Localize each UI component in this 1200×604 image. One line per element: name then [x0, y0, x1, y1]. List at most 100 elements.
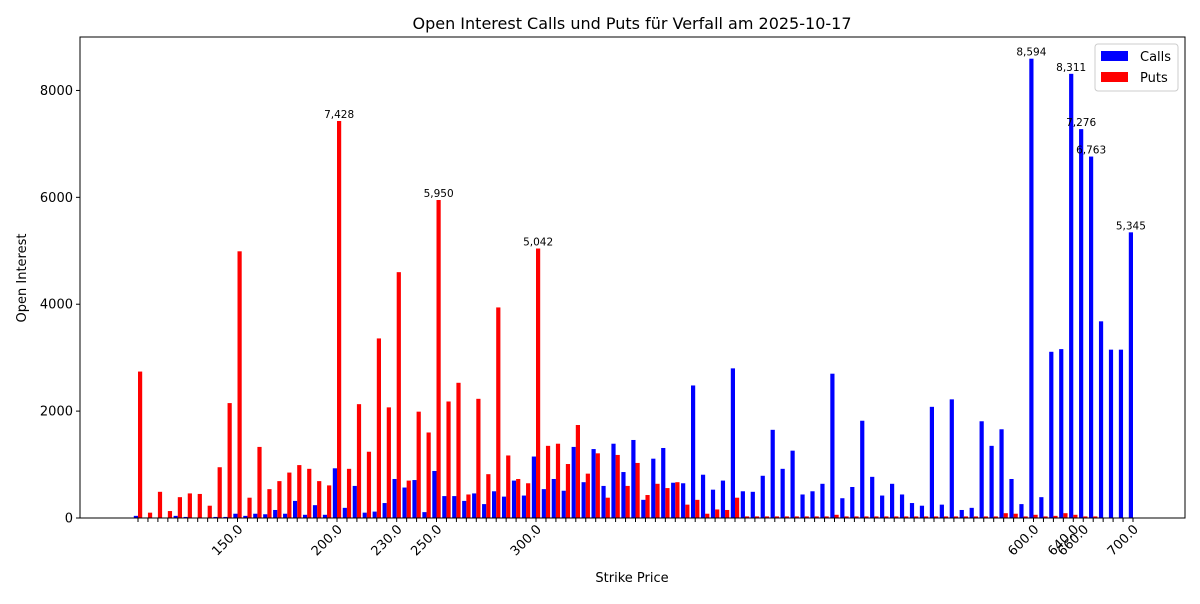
bar-call: [591, 449, 596, 518]
bar-call: [253, 513, 258, 518]
bar-call: [740, 491, 745, 518]
y-tick-label: 0: [65, 512, 73, 527]
data-label: 7,428: [324, 109, 354, 121]
bar-call: [571, 446, 576, 518]
bar-call: [1089, 156, 1094, 518]
bar-put: [675, 482, 680, 518]
bar-put: [854, 516, 859, 518]
bar-put: [506, 455, 511, 518]
bar-put: [824, 516, 829, 518]
data-label: 6,763: [1076, 145, 1106, 157]
bar-call: [611, 443, 616, 518]
y-axis: 0 2000 4000 6000 8000: [40, 84, 80, 527]
bar-call: [770, 429, 775, 518]
plot-frame: [79, 36, 1186, 519]
bar-call: [412, 480, 417, 518]
bar-put: [983, 516, 988, 518]
bar-put: [536, 248, 541, 518]
bar-put: [456, 382, 461, 518]
bar-put: [605, 497, 610, 518]
bar-put: [804, 516, 809, 518]
bar-put: [436, 200, 441, 518]
bar-put: [585, 473, 590, 518]
x-axis: 150.0 200.0 230.0 250.0 300.0 600.0 640.0660.0…: [137, 518, 1142, 559]
bar-call: [511, 480, 517, 518]
bar-put: [287, 472, 292, 518]
data-label: 5,345: [1116, 220, 1146, 232]
bar-put: [1023, 516, 1028, 518]
bar-call: [979, 421, 984, 518]
bar-put: [307, 468, 312, 518]
bar-put: [446, 401, 451, 518]
bar-put: [257, 446, 262, 518]
legend-swatch-puts: [1101, 72, 1128, 82]
bar-call: [880, 495, 885, 518]
bar-put: [327, 485, 332, 518]
bar-put: [1053, 515, 1058, 518]
bar-call: [790, 450, 795, 518]
bar-call: [929, 406, 934, 518]
bar-put: [207, 505, 212, 518]
bar-call: [442, 496, 447, 518]
bar-put: [1033, 514, 1038, 518]
bar-put: [705, 513, 710, 518]
data-label: 7,276: [1066, 117, 1096, 129]
bar-call: [820, 483, 825, 518]
bar-put: [356, 404, 362, 518]
bar-put: [715, 509, 720, 518]
legend-swatch-calls: [1101, 51, 1128, 61]
bar-call: [750, 491, 755, 518]
bar-put: [1043, 516, 1048, 518]
bar-call: [1079, 129, 1084, 518]
bar-put: [237, 251, 242, 518]
x-tick-label: 200.0: [309, 522, 346, 559]
bar-call: [1029, 58, 1034, 518]
x-tick-label: 600.0: [1005, 522, 1042, 559]
bar-call: [681, 483, 686, 518]
bar-call: [501, 496, 507, 518]
bar-call: [432, 470, 437, 518]
bar-call: [213, 516, 218, 518]
bar-put: [406, 480, 411, 518]
chart-title: Open Interest Calls und Puts für Verfall…: [412, 14, 851, 33]
bar-put: [277, 481, 282, 518]
bar-put: [516, 478, 521, 518]
bar-call: [402, 487, 407, 518]
bar-call: [581, 482, 586, 518]
y-axis-label: Open Interest: [15, 234, 30, 323]
bar-call: [1108, 349, 1114, 518]
bar-put: [476, 398, 481, 518]
bar-put: [764, 516, 770, 518]
bar-put: [366, 451, 372, 518]
bar-call: [531, 456, 536, 518]
bar-call: [1128, 232, 1133, 518]
x-tick-label: 230.0: [369, 522, 406, 559]
bar-call: [870, 476, 875, 518]
bar-put: [973, 516, 978, 518]
bar-call: [800, 494, 805, 518]
bar-put: [466, 494, 471, 518]
bar-call: [482, 504, 487, 518]
bar-call: [691, 385, 696, 518]
bar-put: [247, 497, 252, 518]
bar-put: [337, 121, 342, 518]
bar-put: [794, 516, 799, 518]
bar-put: [187, 493, 192, 518]
bar-put: [1063, 513, 1068, 518]
bar-call: [551, 478, 556, 518]
x-axis-label: Strike Price: [595, 571, 668, 586]
bar-call: [700, 474, 706, 518]
bar-call: [840, 498, 845, 518]
bar-put: [884, 516, 889, 518]
bar-put: [167, 511, 173, 518]
data-label: 5,950: [424, 188, 454, 200]
bar-put: [526, 483, 531, 518]
x-tick-label: 250.0: [408, 522, 445, 559]
bar-put: [595, 453, 600, 518]
bar-put: [138, 371, 143, 518]
bar-call: [283, 513, 288, 518]
bar-call: [273, 509, 278, 518]
bar-put: [545, 445, 551, 518]
bar-call: [919, 505, 925, 518]
